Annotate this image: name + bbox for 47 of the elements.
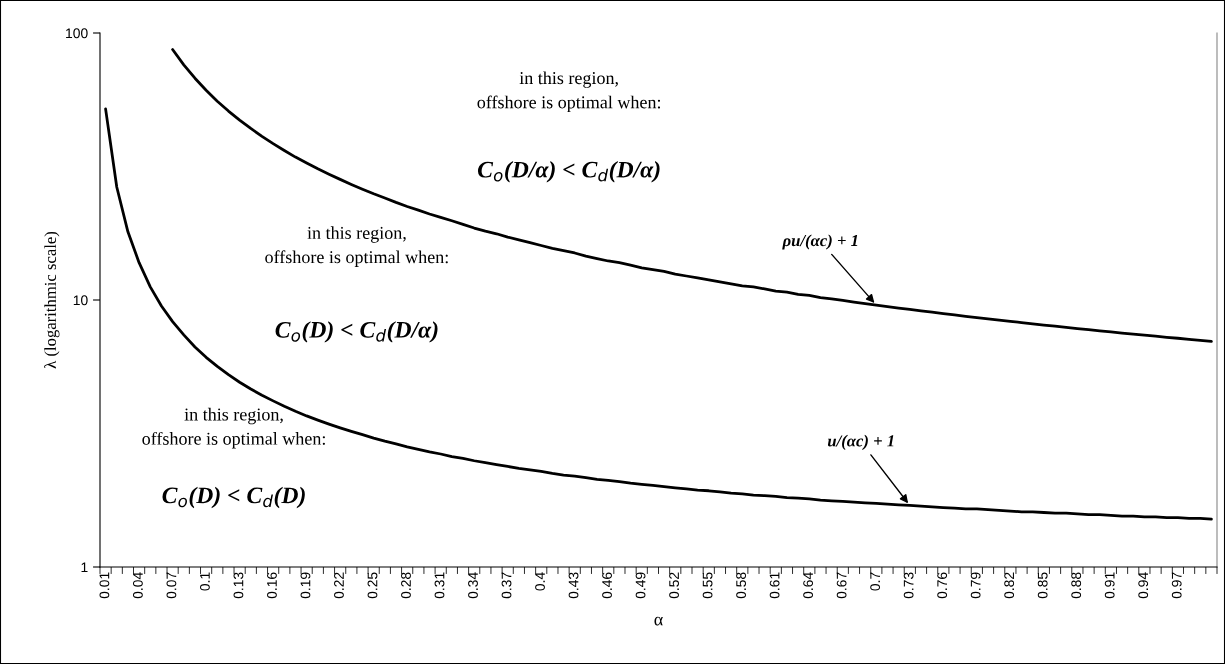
x-tick-label: 0.4 [535, 572, 545, 591]
annotation: in this region, offshore is optimal when: [477, 71, 661, 113]
line-series [171, 48, 1213, 343]
x-tick-label: 0.25 [367, 572, 378, 599]
x-tick-label: 0.82 [1004, 572, 1015, 599]
x-tick-label: 0.43 [568, 572, 579, 599]
x-tick-label: 0.7 [870, 572, 881, 591]
x-tick-label: 0.46 [602, 572, 612, 599]
annotation: in this region, offshore is optimal when: [265, 226, 448, 267]
x-tick-label: 0.01 [99, 572, 110, 599]
x-tick-label: 0.73 [903, 572, 914, 599]
annotation: u/(αc) + 1 [827, 434, 894, 450]
annotation: in this region, offshore is optimal when: [142, 407, 325, 449]
y-tick-label: 10 [73, 295, 88, 306]
x-tick-label: 0.67 [836, 572, 847, 599]
x-tick-label: 0.04 [132, 572, 143, 599]
x-tick-label: 0.79 [970, 572, 981, 599]
annotation: C$_{o}$(D) < C$_{d}$(D/α) [275, 321, 438, 343]
annotation: C$_{o}$(D/α) < C$_{d}$(D/α) [477, 160, 660, 183]
x-tick-label: 0.91 [1104, 572, 1115, 599]
x-tick-label: 0.28 [401, 572, 411, 599]
x-tick-label: 0.31 [434, 572, 445, 599]
x-tick-label: 0.88 [1071, 572, 1082, 599]
x-tick-label: 0.13 [233, 572, 244, 599]
x-tick-label: 0.97 [1171, 572, 1182, 599]
x-tick-label: 0.85 [1037, 572, 1048, 599]
y-axis-title: λ (logarithmic scale) [44, 231, 60, 369]
x-tick-label: 0.37 [501, 572, 512, 599]
x-tick-label: 0.49 [635, 572, 646, 599]
x-tick-label: 0.94 [1138, 572, 1149, 599]
x-tick-label: 0.61 [769, 572, 780, 599]
x-tick-label: 0.55 [702, 572, 713, 599]
x-tick-label: 0.07 [166, 572, 177, 599]
x-tick-label: 0.34 [468, 572, 478, 599]
x-tick-label: 0.76 [937, 572, 948, 599]
x-tick-label: 0.52 [669, 572, 679, 599]
annotation: C$_{o}$(D) < C$_{d}$(D) [162, 486, 305, 509]
x-tick-label: 0.64 [803, 572, 814, 599]
x-tick-label: 0.16 [267, 572, 277, 599]
x-tick-label: 0.1 [200, 572, 210, 591]
y-tick-label: 100 [66, 28, 88, 39]
y-tick-label: 1 [81, 562, 88, 573]
x-tick-label: 0.58 [736, 572, 746, 599]
x-axis-title: α [654, 616, 663, 626]
x-tick-label: 0.19 [300, 572, 311, 599]
annotation: ρu/(αc) + 1 [782, 234, 858, 250]
x-tick-label: 0.22 [334, 572, 344, 599]
